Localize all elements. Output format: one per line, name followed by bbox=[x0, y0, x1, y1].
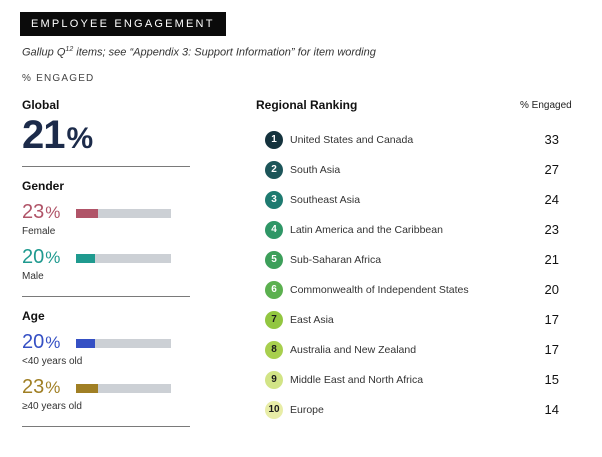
ranking-row: 8 Australia and New Zealand 17 bbox=[265, 341, 565, 361]
global-title: Global bbox=[22, 98, 60, 112]
rank-badge: 6 bbox=[265, 281, 283, 299]
metric-unit: % bbox=[45, 378, 61, 397]
divider bbox=[22, 426, 190, 427]
region-value: 21 bbox=[544, 252, 559, 267]
metric-bar-track bbox=[76, 384, 171, 393]
ranking-row: 7 East Asia 17 bbox=[265, 311, 565, 331]
metric-label: Female bbox=[22, 226, 56, 237]
region-label: Australia and New Zealand bbox=[290, 344, 417, 356]
rank-badge: 9 bbox=[265, 371, 283, 389]
region-label: Europe bbox=[290, 404, 324, 416]
global-number: 21 bbox=[22, 113, 65, 157]
region-value: 14 bbox=[544, 402, 559, 417]
regional-ranking-title: Regional Ranking bbox=[256, 98, 358, 112]
age-title: Age bbox=[22, 309, 45, 323]
gender-title: Gender bbox=[22, 179, 65, 193]
gender-male-metric: 20% Male bbox=[22, 246, 192, 282]
metric-bar-fill bbox=[76, 384, 98, 393]
subtitle-superscript: 12 bbox=[65, 46, 74, 53]
region-label: Sub-Saharan Africa bbox=[290, 254, 382, 266]
metric-label: <40 years old bbox=[22, 356, 83, 367]
metric-number: 20 bbox=[22, 331, 45, 353]
ranking-row: 10 Europe 14 bbox=[265, 401, 565, 421]
metric-value: 20% bbox=[22, 331, 192, 354]
region-label: South Asia bbox=[290, 164, 341, 176]
rank-badge: 5 bbox=[265, 251, 283, 269]
ranking-row: 1 United States and Canada 33 bbox=[265, 131, 565, 151]
age-under40-metric: 20% <40 years old bbox=[22, 331, 192, 367]
rank-badge: 2 bbox=[265, 161, 283, 179]
region-value: 20 bbox=[544, 282, 559, 297]
metric-bar-track bbox=[76, 339, 171, 348]
metric-unit: % bbox=[45, 203, 61, 222]
region-value: 17 bbox=[544, 312, 559, 327]
region-value: 17 bbox=[544, 342, 559, 357]
region-value: 23 bbox=[544, 222, 559, 237]
metric-bar-fill bbox=[76, 254, 95, 263]
age-40plus-metric: 23% ≥40 years old bbox=[22, 376, 192, 412]
rank-badge: 1 bbox=[265, 131, 283, 149]
unit-label: % ENGAGED bbox=[22, 73, 95, 84]
metric-number: 23 bbox=[22, 201, 45, 223]
gender-female-metric: 23% Female bbox=[22, 201, 192, 237]
region-value: 27 bbox=[544, 162, 559, 177]
ranking-row: 3 Southeast Asia 24 bbox=[265, 191, 565, 211]
region-value: 15 bbox=[544, 372, 559, 387]
metric-number: 20 bbox=[22, 246, 45, 268]
region-label: Latin America and the Caribbean bbox=[290, 224, 443, 236]
region-value: 24 bbox=[544, 192, 559, 207]
global-unit: % bbox=[66, 122, 94, 155]
metric-value: 20% bbox=[22, 246, 192, 269]
rank-badge: 10 bbox=[265, 401, 283, 419]
metric-label: Male bbox=[22, 271, 44, 282]
metric-bar-fill bbox=[76, 339, 95, 348]
metric-label: ≥40 years old bbox=[22, 401, 82, 412]
ranking-row: 2 South Asia 27 bbox=[265, 161, 565, 181]
rank-badge: 3 bbox=[265, 191, 283, 209]
metric-bar-track bbox=[76, 209, 171, 218]
rank-badge: 7 bbox=[265, 311, 283, 329]
metric-unit: % bbox=[45, 333, 61, 352]
divider bbox=[22, 166, 190, 167]
region-label: United States and Canada bbox=[290, 134, 414, 146]
region-value: 33 bbox=[544, 132, 559, 147]
subtitle-text: Gallup Q bbox=[22, 46, 66, 59]
region-label: Middle East and North Africa bbox=[290, 374, 424, 386]
metric-value: 23% bbox=[22, 201, 192, 224]
section-header: EMPLOYEE ENGAGEMENT bbox=[20, 12, 226, 36]
divider bbox=[22, 296, 190, 297]
rank-badge: 4 bbox=[265, 221, 283, 239]
subtitle: Gallup Q12 items; see “Appendix 3: Suppo… bbox=[22, 46, 376, 59]
rank-badge: 8 bbox=[265, 341, 283, 359]
ranking-row: 9 Middle East and North Africa 15 bbox=[265, 371, 565, 391]
subtitle-text-rest: items; see “Appendix 3: Support Informat… bbox=[73, 46, 376, 59]
engaged-column-header: % Engaged bbox=[520, 100, 572, 111]
metric-unit: % bbox=[45, 248, 61, 267]
ranking-row: 6 Commonwealth of Independent States 20 bbox=[265, 281, 565, 301]
region-label: East Asia bbox=[290, 314, 334, 326]
metric-value: 23% bbox=[22, 376, 192, 399]
ranking-row: 4 Latin America and the Caribbean 23 bbox=[265, 221, 565, 241]
metric-bar-fill bbox=[76, 209, 98, 218]
region-label: Commonwealth of Independent States bbox=[290, 284, 469, 296]
metric-number: 23 bbox=[22, 376, 45, 398]
metric-bar-track bbox=[76, 254, 171, 263]
region-label: Southeast Asia bbox=[290, 194, 361, 206]
global-value: 21% bbox=[22, 113, 94, 161]
ranking-row: 5 Sub-Saharan Africa 21 bbox=[265, 251, 565, 271]
